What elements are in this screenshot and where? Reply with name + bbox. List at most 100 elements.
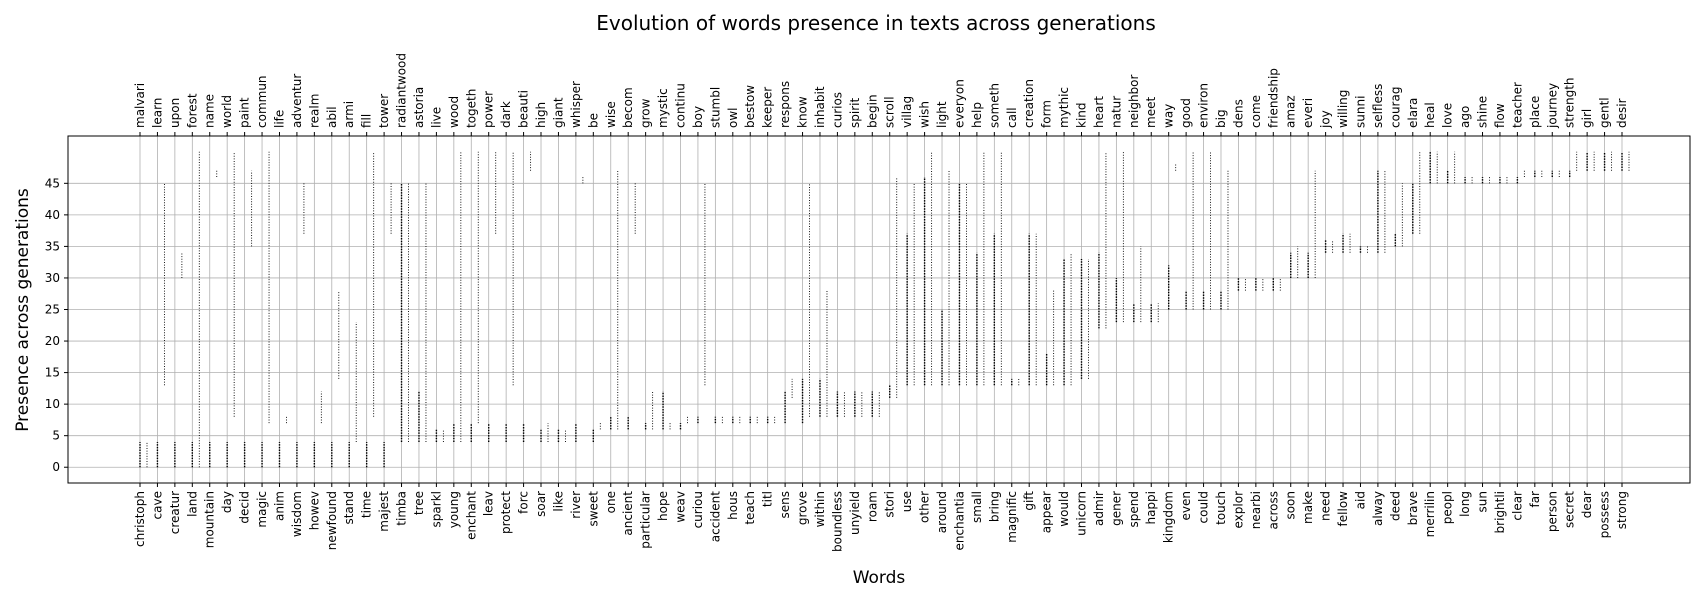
chart-title: Evolution of words presence in texts acr… (596, 11, 1156, 35)
x-tick-label-top: know (796, 96, 810, 128)
x-tick-label-top: keeper (761, 87, 775, 128)
x-tick-label-bottom: touch (1214, 491, 1228, 525)
x-tick-label-bottom: spend (1127, 491, 1141, 527)
x-tick-label-top: upon (168, 98, 182, 128)
x-tick-label-top: friendship (1266, 68, 1280, 128)
x-tick-label-bottom: explor (1231, 491, 1245, 529)
y-tick-label: 40 (45, 208, 60, 222)
x-tick-label-top: sunni (1353, 96, 1367, 128)
x-tick-label-top: commun (255, 75, 269, 128)
marks-layer (139, 151, 1630, 468)
x-tick-label-bottom: unyield (848, 491, 862, 535)
x-tick-label-top: respons (778, 81, 792, 128)
x-tick-label-top: everyon (952, 79, 966, 128)
x-tick-label-top: elara (1406, 98, 1420, 128)
y-tick-label: 5 (52, 429, 60, 443)
x-tick-label-bottom: bring (987, 491, 1001, 522)
x-tick-label-bottom: merrilin (1423, 491, 1437, 537)
x-tick-label-bottom: dear (1580, 491, 1594, 518)
x-tick-label-top: name (203, 94, 217, 128)
x-tick-label-bottom: long (1458, 491, 1472, 517)
x-tick-label-bottom: sun (1476, 491, 1490, 512)
x-tick-label-bottom: land (185, 491, 199, 517)
x-tick-label-top: begin (865, 94, 879, 128)
x-tick-label-bottom: person (1545, 491, 1559, 532)
x-tick-label-top: beauti (517, 90, 531, 128)
x-tick-label-bottom: hous (726, 491, 740, 520)
y-tick-label: 35 (45, 239, 60, 253)
y-tick-label: 0 (52, 460, 60, 474)
x-tick-label-bottom: across (1266, 491, 1280, 529)
x-tick-label-top: shine (1476, 96, 1490, 128)
x-tick-label-bottom: curiou (691, 491, 705, 528)
grid-layer (68, 136, 1690, 483)
x-tick-label-top: spirit (848, 98, 862, 128)
x-tick-label-bottom: deed (1388, 491, 1402, 521)
x-tick-label-top: courag (1388, 87, 1402, 128)
x-tick-label-bottom: aid (1353, 491, 1367, 509)
x-tick-label-top: dens (1231, 99, 1245, 128)
x-tick-label-bottom: sweet (586, 491, 600, 527)
y-tick-label: 45 (45, 176, 60, 190)
x-tick-label-top: tower (377, 94, 391, 128)
x-tick-label-bottom: forc (517, 491, 531, 514)
x-tick-label-top: kind (1075, 102, 1089, 128)
x-tick-label-bottom: other (918, 491, 932, 523)
x-tick-label-top: stumbl (708, 87, 722, 128)
x-tick-label-bottom: clear (1510, 491, 1524, 521)
x-tick-label-bottom: anim (272, 491, 286, 521)
x-tick-label-top: environ (1197, 83, 1211, 128)
x-tick-label-top: girl (1580, 109, 1594, 128)
x-tick-label-bottom: sens (778, 491, 792, 519)
x-tick-label-bottom: soon (1284, 491, 1298, 520)
x-tick-label-bottom: gift (1022, 491, 1036, 511)
x-tick-label-top: mystic (656, 88, 670, 128)
y-tick-layer: 0 5 10 15 20 25 30 35 40 45 (45, 176, 68, 474)
x-tick-label-top: boy (691, 106, 705, 128)
y-tick-label: 20 (45, 334, 60, 348)
x-tick-label-bottom: protect (499, 491, 513, 534)
x-tick-label-top: curios (830, 92, 844, 128)
x-tick-label-top: strength (1563, 77, 1577, 128)
x-tick-label-bottom: cave (150, 491, 164, 519)
x-tick-label-bottom: mountain (203, 491, 217, 548)
x-tick-label-top: becom (621, 87, 635, 128)
x-axis-label: Words (853, 568, 906, 588)
x-tick-label-top: paint (238, 97, 252, 128)
x-tick-label-bottom: even (1179, 491, 1193, 520)
y-axis-label: Presence across generations (13, 188, 33, 432)
x-tick-label-bottom: happi (1144, 491, 1158, 525)
x-tick-label-top: mythic (1057, 87, 1071, 128)
x-tick-label-bottom: majest (377, 491, 391, 532)
x-tick-label-bottom: time (360, 491, 374, 518)
x-tick-label-bottom: appear (1040, 491, 1054, 533)
x-tick-label-bottom: nearbi (1249, 491, 1263, 529)
x-tick-label-top: inhabit (813, 86, 827, 128)
x-tick-label-bottom: creatur (168, 491, 182, 534)
x-tick-label-top: journey (1545, 83, 1559, 129)
x-tick-label-bottom: unicorn (1075, 491, 1089, 536)
x-tick-label-bottom: grove (796, 491, 810, 525)
x-tick-label-top: light (935, 101, 949, 128)
x-tick-label-top: help (970, 102, 984, 128)
x-tick-label-top: world (220, 95, 234, 128)
x-tick-label-top: fill (360, 114, 374, 128)
x-tick-label-bottom: possess (1598, 491, 1612, 538)
x-tick-label-top: desir (1615, 98, 1629, 128)
x-tick-label-bottom: alway (1371, 491, 1385, 526)
x-tick-label-bottom: need (1319, 491, 1333, 521)
x-tick-label-bottom: would (1057, 491, 1071, 527)
x-tick-label-top: come (1249, 95, 1263, 128)
x-tick-label-top: live (429, 107, 443, 128)
x-tick-label-bottom: one (604, 491, 618, 513)
x-tick-label-top: someth (987, 83, 1001, 128)
x-tick-label-top: giant (551, 97, 565, 128)
x-tick-label-bottom: secret (1563, 491, 1577, 528)
x-tick-label-bottom: stori (883, 491, 897, 518)
x-tick-label-top: malvari (133, 83, 147, 128)
x-tick-label-bottom: weav (673, 491, 687, 523)
x-tick-label-top: wood (447, 96, 461, 128)
x-tick-label-bottom: around (935, 491, 949, 533)
x-tick-label-top: astoria (412, 87, 426, 128)
